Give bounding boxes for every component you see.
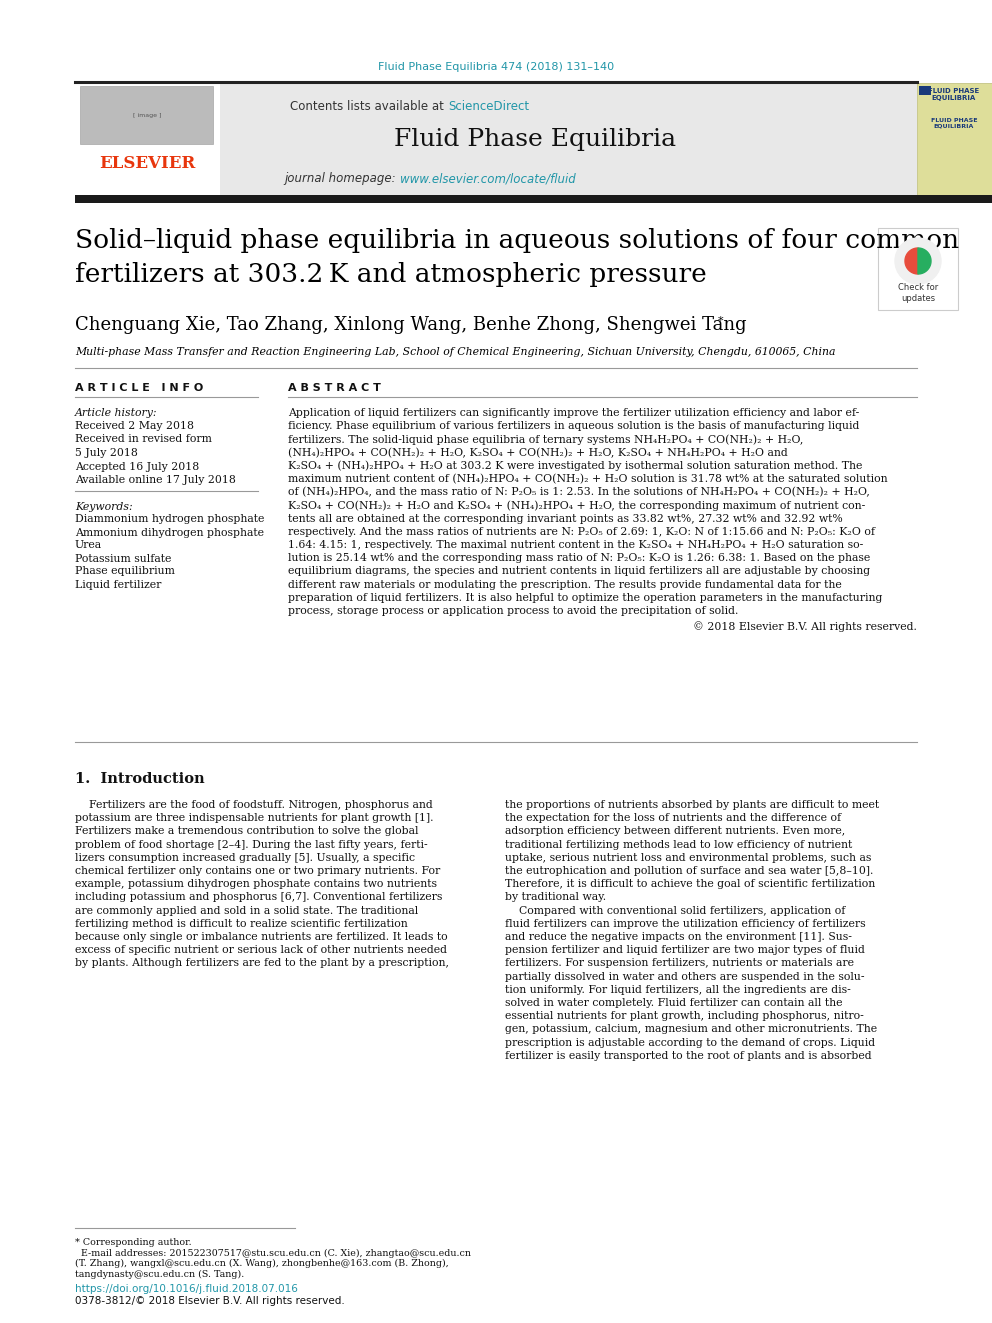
Text: by traditional way.: by traditional way. xyxy=(505,893,606,902)
Bar xyxy=(80,86,213,144)
Text: Fertilizers make a tremendous contribution to solve the global: Fertilizers make a tremendous contributi… xyxy=(75,827,419,836)
Text: K₂SO₄ + (NH₄)₂HPO₄ + H₂O at 303.2 K were investigated by isothermal solution sat: K₂SO₄ + (NH₄)₂HPO₄ + H₂O at 303.2 K were… xyxy=(288,460,862,471)
Text: Potassium sulfate: Potassium sulfate xyxy=(75,553,172,564)
Text: © 2018 Elsevier B.V. All rights reserved.: © 2018 Elsevier B.V. All rights reserved… xyxy=(693,622,917,632)
Text: traditional fertilizing methods lead to low efficiency of nutrient: traditional fertilizing methods lead to … xyxy=(505,840,852,849)
Text: Received in revised form: Received in revised form xyxy=(75,434,212,445)
Text: problem of food shortage [2–4]. During the last fifty years, ferti-: problem of food shortage [2–4]. During t… xyxy=(75,840,428,849)
Text: because only single or imbalance nutrients are fertilized. It leads to: because only single or imbalance nutrien… xyxy=(75,931,447,942)
Text: chemical fertilizer only contains one or two primary nutrients. For: chemical fertilizer only contains one or… xyxy=(75,867,440,876)
Text: fertilizers at 303.2 K and atmospheric pressure: fertilizers at 303.2 K and atmospheric p… xyxy=(75,262,706,287)
Text: different raw materials or modulating the prescription. The results provide fund: different raw materials or modulating th… xyxy=(288,579,842,590)
Bar xyxy=(75,83,220,194)
Text: Solid–liquid phase equilibria in aqueous solutions of four common: Solid–liquid phase equilibria in aqueous… xyxy=(75,228,959,253)
Text: gen, potassium, calcium, magnesium and other micronutrients. The: gen, potassium, calcium, magnesium and o… xyxy=(505,1024,877,1035)
Text: Chenguang Xie, Tao Zhang, Xinlong Wang, Benhe Zhong, Shengwei Tang: Chenguang Xie, Tao Zhang, Xinlong Wang, … xyxy=(75,316,747,333)
Text: FLUID PHASE
EQUILIBRIA: FLUID PHASE EQUILIBRIA xyxy=(930,118,977,128)
Polygon shape xyxy=(905,247,918,274)
Text: https://doi.org/10.1016/j.fluid.2018.07.016: https://doi.org/10.1016/j.fluid.2018.07.… xyxy=(75,1285,298,1294)
Text: lution is 25.14 wt% and the corresponding mass ratio of N: P₂O₅: K₂O is 1.26: 6.: lution is 25.14 wt% and the correspondin… xyxy=(288,553,870,564)
Text: process, storage process or application process to avoid the precipitation of so: process, storage process or application … xyxy=(288,606,738,617)
Text: fertilizer is easily transported to the root of plants and is absorbed: fertilizer is easily transported to the … xyxy=(505,1050,872,1061)
Text: www.elsevier.com/locate/fluid: www.elsevier.com/locate/fluid xyxy=(400,172,575,185)
Text: preparation of liquid fertilizers. It is also helpful to optimize the operation : preparation of liquid fertilizers. It is… xyxy=(288,593,882,603)
Text: Accepted 16 July 2018: Accepted 16 July 2018 xyxy=(75,462,199,471)
Text: Application of liquid fertilizers can significantly improve the fertilizer utili: Application of liquid fertilizers can si… xyxy=(288,407,859,418)
Text: maximum nutrient content of (NH₄)₂HPO₄ + CO(NH₂)₂ + H₂O solution is 31.78 wt% at: maximum nutrient content of (NH₄)₂HPO₄ +… xyxy=(288,474,888,484)
Text: Phase equilibrium: Phase equilibrium xyxy=(75,566,175,577)
Text: Fertilizers are the food of foodstuff. Nitrogen, phosphorus and: Fertilizers are the food of foodstuff. N… xyxy=(75,800,433,810)
Text: Available online 17 July 2018: Available online 17 July 2018 xyxy=(75,475,236,486)
Text: Diammonium hydrogen phosphate: Diammonium hydrogen phosphate xyxy=(75,515,265,524)
Text: ScienceDirect: ScienceDirect xyxy=(448,101,529,112)
Text: K₂SO₄ + CO(NH₂)₂ + H₂O and K₂SO₄ + (NH₄)₂HPO₄ + H₂O, the corresponding maximum o: K₂SO₄ + CO(NH₂)₂ + H₂O and K₂SO₄ + (NH₄)… xyxy=(288,500,865,511)
Text: fluid fertilizers can improve the utilization efficiency of fertilizers: fluid fertilizers can improve the utiliz… xyxy=(505,918,866,929)
Text: Received 2 May 2018: Received 2 May 2018 xyxy=(75,421,194,431)
Text: adsorption efficiency between different nutrients. Even more,: adsorption efficiency between different … xyxy=(505,827,845,836)
Text: essential nutrients for plant growth, including phosphorus, nitro-: essential nutrients for plant growth, in… xyxy=(505,1011,864,1021)
Text: are commonly applied and sold in a solid state. The traditional: are commonly applied and sold in a solid… xyxy=(75,906,419,916)
Text: prescription is adjustable according to the demand of crops. Liquid: prescription is adjustable according to … xyxy=(505,1037,875,1048)
Text: (NH₄)₂HPO₄ + CO(NH₂)₂ + H₂O, K₂SO₄ + CO(NH₂)₂ + H₂O, K₂SO₄ + NH₄H₂PO₄ + H₂O and: (NH₄)₂HPO₄ + CO(NH₂)₂ + H₂O, K₂SO₄ + CO(… xyxy=(288,447,788,458)
Text: uptake, serious nutrient loss and environmental problems, such as: uptake, serious nutrient loss and enviro… xyxy=(505,853,871,863)
Text: Therefore, it is difficult to achieve the goal of scientific fertilization: Therefore, it is difficult to achieve th… xyxy=(505,880,875,889)
Text: Fluid Phase Equilibria: Fluid Phase Equilibria xyxy=(394,128,677,151)
Text: 1.64: 4.15: 1, respectively. The maximal nutrient content in the K₂SO₄ + NH₄H₂PO: 1.64: 4.15: 1, respectively. The maximal… xyxy=(288,540,863,550)
Text: including potassium and phosphorus [6,7]. Conventional fertilizers: including potassium and phosphorus [6,7]… xyxy=(75,893,442,902)
Text: potassium are three indispensable nutrients for plant growth [1].: potassium are three indispensable nutrie… xyxy=(75,814,434,823)
Text: the proportions of nutrients absorbed by plants are difficult to meet: the proportions of nutrients absorbed by… xyxy=(505,800,879,810)
Text: Fluid Phase Equilibria 474 (2018) 131–140: Fluid Phase Equilibria 474 (2018) 131–14… xyxy=(378,62,614,71)
Text: *: * xyxy=(718,316,723,325)
Text: example, potassium dihydrogen phosphate contains two nutrients: example, potassium dihydrogen phosphate … xyxy=(75,880,437,889)
Text: ELSEVIER: ELSEVIER xyxy=(99,155,195,172)
Text: tion uniformly. For liquid fertilizers, all the ingredients are dis-: tion uniformly. For liquid fertilizers, … xyxy=(505,984,851,995)
Bar xyxy=(75,194,992,202)
Text: journal homepage:: journal homepage: xyxy=(285,172,400,185)
Text: 5 July 2018: 5 July 2018 xyxy=(75,448,138,458)
Bar xyxy=(878,228,958,310)
Text: Article history:: Article history: xyxy=(75,407,158,418)
Text: lizers consumption increased gradually [5]. Usually, a specific: lizers consumption increased gradually [… xyxy=(75,853,415,863)
Text: 0378-3812/© 2018 Elsevier B.V. All rights reserved.: 0378-3812/© 2018 Elsevier B.V. All right… xyxy=(75,1297,345,1306)
Text: respectively. And the mass ratios of nutrients are N: P₂O₅ of 2.69: 1, K₂O: N of: respectively. And the mass ratios of nut… xyxy=(288,527,875,537)
Bar xyxy=(919,86,931,95)
Text: fertilizers. For suspension fertilizers, nutrients or materials are: fertilizers. For suspension fertilizers,… xyxy=(505,958,854,968)
Text: (T. Zhang), wangxl@scu.edu.cn (X. Wang), zhongbenhe@163.com (B. Zhong),: (T. Zhang), wangxl@scu.edu.cn (X. Wang),… xyxy=(75,1259,448,1269)
Text: the expectation for the loss of nutrients and the difference of: the expectation for the loss of nutrient… xyxy=(505,814,841,823)
Text: by plants. Although fertilizers are fed to the plant by a prescription,: by plants. Although fertilizers are fed … xyxy=(75,958,449,968)
Polygon shape xyxy=(918,247,931,274)
Text: Multi-phase Mass Transfer and Reaction Engineering Lab, School of Chemical Engin: Multi-phase Mass Transfer and Reaction E… xyxy=(75,347,835,357)
Bar xyxy=(75,83,917,194)
Text: Ammonium dihydrogen phosphate: Ammonium dihydrogen phosphate xyxy=(75,528,264,537)
Text: Urea: Urea xyxy=(75,541,102,550)
Text: of (NH₄)₂HPO₄, and the mass ratio of N: P₂O₅ is 1: 2.53. In the solutions of NH₄: of (NH₄)₂HPO₄, and the mass ratio of N: … xyxy=(288,487,870,497)
Text: ficiency. Phase equilibrium of various fertilizers in aqueous solution is the ba: ficiency. Phase equilibrium of various f… xyxy=(288,421,859,431)
Text: tangdynasty@scu.edu.cn (S. Tang).: tangdynasty@scu.edu.cn (S. Tang). xyxy=(75,1270,244,1278)
Bar xyxy=(917,83,992,194)
Text: Compared with conventional solid fertilizers, application of: Compared with conventional solid fertili… xyxy=(505,906,845,916)
Text: Contents lists available at: Contents lists available at xyxy=(291,101,448,112)
Text: A R T I C L E   I N F O: A R T I C L E I N F O xyxy=(75,382,203,393)
Text: FLUID PHASE
EQUILIBRIA: FLUID PHASE EQUILIBRIA xyxy=(929,89,980,101)
Text: E-mail addresses: 201522307517@stu.scu.edu.cn (C. Xie), zhangtao@scu.edu.cn: E-mail addresses: 201522307517@stu.scu.e… xyxy=(75,1249,471,1258)
Text: solved in water completely. Fluid fertilizer can contain all the: solved in water completely. Fluid fertil… xyxy=(505,998,842,1008)
Text: Check for
updates: Check for updates xyxy=(898,283,938,303)
Text: partially dissolved in water and others are suspended in the solu-: partially dissolved in water and others … xyxy=(505,971,864,982)
Text: equilibrium diagrams, the species and nutrient contents in liquid fertilizers al: equilibrium diagrams, the species and nu… xyxy=(288,566,870,577)
Text: tents all are obtained at the corresponding invariant points as 33.82 wt%, 27.32: tents all are obtained at the correspond… xyxy=(288,513,843,524)
Text: fertilizers. The solid-liquid phase equilibria of ternary systems NH₄H₂PO₄ + CO(: fertilizers. The solid-liquid phase equi… xyxy=(288,434,804,445)
Text: pension fertilizer and liquid fertilizer are two major types of fluid: pension fertilizer and liquid fertilizer… xyxy=(505,945,865,955)
Text: * Corresponding author.: * Corresponding author. xyxy=(75,1238,191,1248)
Circle shape xyxy=(895,238,941,284)
Text: 1.  Introduction: 1. Introduction xyxy=(75,773,204,786)
Text: Keywords:: Keywords: xyxy=(75,501,133,512)
Text: [ image ]: [ image ] xyxy=(133,112,162,118)
Text: and reduce the negative impacts on the environment [11]. Sus-: and reduce the negative impacts on the e… xyxy=(505,931,852,942)
Text: A B S T R A C T: A B S T R A C T xyxy=(288,382,381,393)
Text: Liquid fertilizer: Liquid fertilizer xyxy=(75,579,162,590)
Text: fertilizing method is difficult to realize scientific fertilization: fertilizing method is difficult to reali… xyxy=(75,918,408,929)
Text: the eutrophication and pollution of surface and sea water [5,8–10].: the eutrophication and pollution of surf… xyxy=(505,867,873,876)
Text: excess of specific nutrient or serious lack of other nutrients needed: excess of specific nutrient or serious l… xyxy=(75,945,447,955)
